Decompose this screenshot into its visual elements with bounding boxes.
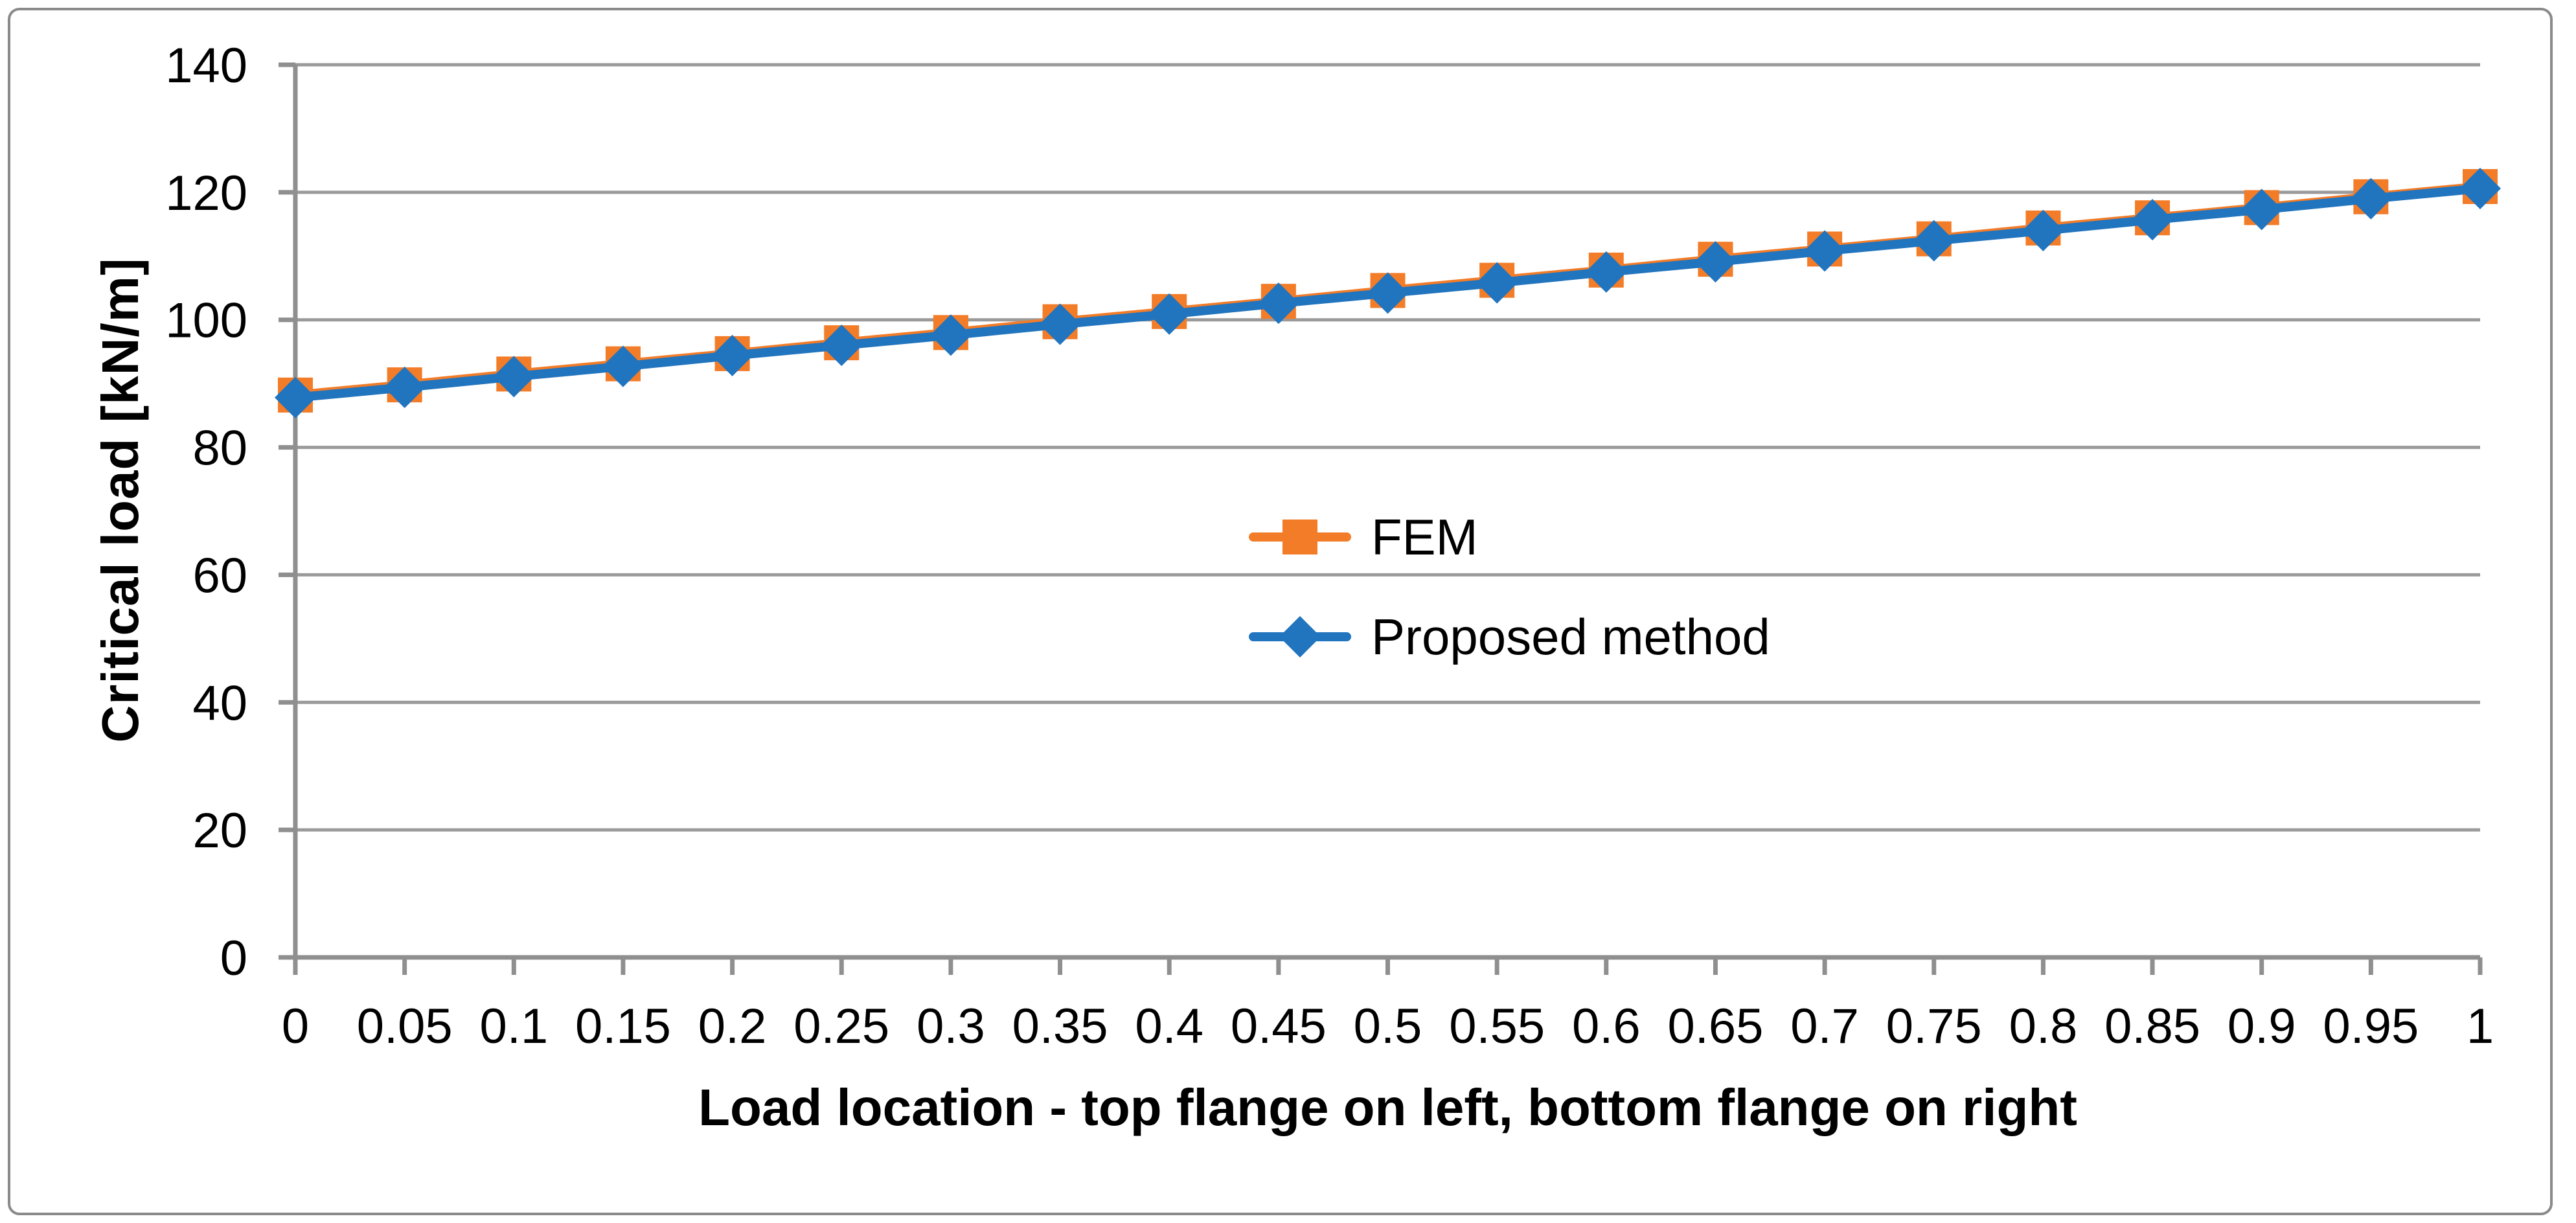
legend-item-fem: FEM bbox=[1248, 501, 1770, 573]
proposed-method-diamond-marker bbox=[1913, 220, 1955, 262]
x-tick-label: 0.7 bbox=[1790, 999, 1859, 1054]
y-tick-label: 60 bbox=[192, 548, 247, 603]
x-tick-label: 0.4 bbox=[1135, 999, 1203, 1054]
proposed-method-diamond-marker bbox=[821, 325, 863, 367]
x-tick-label: 0.2 bbox=[698, 999, 767, 1054]
proposed-method-diamond-marker bbox=[1694, 241, 1737, 283]
x-tick-label: 0.25 bbox=[793, 999, 889, 1054]
y-tick-label: 100 bbox=[165, 293, 247, 349]
legend: FEM Proposed method bbox=[1248, 501, 1770, 672]
proposed-method-line-diamond-marker-icon bbox=[1249, 616, 1351, 657]
x-tick-label: 0.15 bbox=[575, 999, 671, 1054]
proposed-method-diamond-marker bbox=[2350, 177, 2392, 220]
proposed-method-diamond-marker bbox=[602, 345, 644, 387]
x-tick-label: 0.6 bbox=[1572, 999, 1641, 1054]
proposed-method-diamond-marker bbox=[1476, 262, 1518, 304]
x-tick-label: 0.1 bbox=[479, 999, 548, 1054]
proposed-method-diamond-marker bbox=[1367, 272, 1409, 314]
x-tick-label: 0.3 bbox=[917, 999, 985, 1054]
proposed-method-diamond-marker bbox=[1148, 293, 1191, 335]
x-axis-title: Load location - top flange on left, bott… bbox=[698, 1079, 2077, 1136]
x-tick-label: 0.5 bbox=[1354, 999, 1422, 1054]
x-tick-label: 0.55 bbox=[1449, 999, 1545, 1054]
x-tick-label: 0.9 bbox=[2228, 999, 2296, 1054]
proposed-method-diamond-marker bbox=[383, 367, 426, 409]
x-tick-label: 0.95 bbox=[2323, 999, 2419, 1054]
y-axis-title: Critical load [kN/m] bbox=[91, 257, 149, 743]
legend-item-proposed-method: Proposed method bbox=[1248, 601, 1770, 672]
proposed-method-diamond-marker bbox=[2022, 209, 2064, 251]
y-tick-label: 80 bbox=[192, 421, 247, 476]
x-tick-label: 0.8 bbox=[2009, 999, 2078, 1054]
proposed-method-diamond-marker bbox=[929, 314, 972, 356]
proposed-method-diamond-marker bbox=[711, 334, 753, 376]
proposed-method-diamond-marker bbox=[1257, 282, 1299, 325]
y-tick-label: 20 bbox=[192, 803, 247, 858]
x-tick-label: 0.85 bbox=[2104, 999, 2200, 1054]
y-tick-label: 140 bbox=[165, 38, 247, 93]
x-tick-label: 0.75 bbox=[1886, 999, 1982, 1054]
y-tick-label: 120 bbox=[165, 166, 247, 221]
x-tick-label: 0.45 bbox=[1231, 999, 1327, 1054]
x-tick-label: 0.05 bbox=[357, 999, 453, 1054]
proposed-method-diamond-marker bbox=[2132, 199, 2174, 241]
proposed-method-diamond-marker bbox=[1039, 303, 1081, 345]
proposed-method-diamond-marker bbox=[1585, 251, 1627, 293]
proposed-method-diamond-marker bbox=[2459, 167, 2501, 209]
proposed-method-diamond-marker bbox=[1804, 230, 1846, 272]
y-tick-label: 0 bbox=[220, 931, 247, 986]
x-tick-label: 0.35 bbox=[1012, 999, 1108, 1054]
legend-label-fem: FEM bbox=[1371, 509, 1478, 566]
x-tick-label: 0 bbox=[282, 999, 309, 1054]
proposed-method-diamond-marker bbox=[275, 376, 316, 418]
x-tick-label: 1 bbox=[2467, 999, 2494, 1054]
proposed-method-diamond-marker bbox=[2240, 189, 2283, 231]
fem-line-square-marker-icon bbox=[1249, 520, 1351, 554]
legend-label-proposed-method: Proposed method bbox=[1371, 608, 1770, 665]
proposed-method-diamond-marker bbox=[493, 356, 535, 398]
x-tick-label: 0.65 bbox=[1667, 999, 1763, 1054]
chart-border bbox=[8, 8, 2553, 1215]
y-tick-label: 40 bbox=[192, 676, 247, 731]
